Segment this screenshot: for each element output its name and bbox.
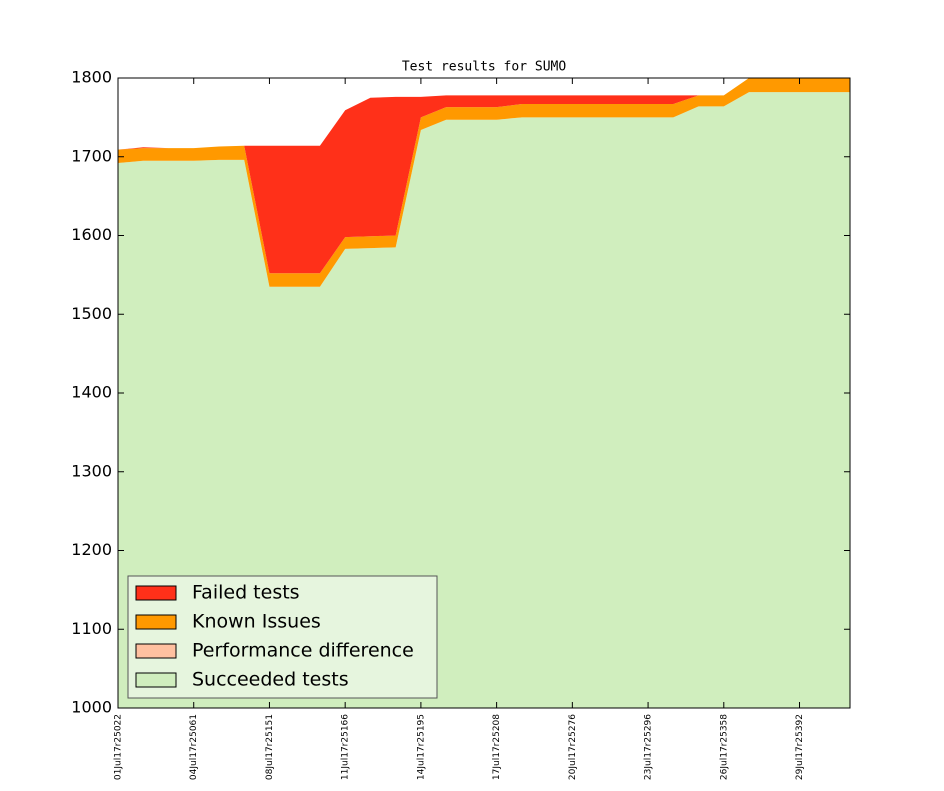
area xyxy=(118,78,850,287)
x-tick-label: 04Jul17r25061 xyxy=(189,714,199,780)
legend-label: Performance difference xyxy=(192,640,414,662)
y-tick-label: 1300 xyxy=(71,461,112,480)
legend-swatch xyxy=(135,585,177,601)
y-tick-label: 1700 xyxy=(71,146,112,165)
area xyxy=(118,78,850,274)
plot-area xyxy=(118,78,850,708)
x-tick-label: 14Jul17r25195 xyxy=(416,714,426,780)
area xyxy=(118,92,850,708)
legend-label: Succeeded tests xyxy=(192,669,349,691)
y-tick-label: 1500 xyxy=(71,304,112,323)
x-tick-label: 20Jul17r25276 xyxy=(568,714,578,780)
y-tick-label: 1100 xyxy=(71,619,112,638)
y-tick-label: 1200 xyxy=(71,540,112,559)
legend-label: Known Issues xyxy=(192,611,321,633)
y-tick-label: 1600 xyxy=(71,225,112,244)
chart-title: Test results for SUMO xyxy=(402,60,567,75)
legend-swatch xyxy=(135,672,177,688)
y-tick-label: 1400 xyxy=(71,383,112,402)
x-tick-label: 01Jul17r25022 xyxy=(114,714,124,780)
legend-box xyxy=(127,575,438,699)
legend-swatch xyxy=(135,614,177,630)
x-tick-label: 26Jul17r25358 xyxy=(719,714,729,780)
legend-swatch xyxy=(135,643,177,659)
y-tick-label: 1800 xyxy=(71,68,112,87)
x-tick-label: 23Jul17r25296 xyxy=(644,714,654,780)
x-tick-label: 08Jul17r25151 xyxy=(265,714,275,780)
x-tick-label: 11Jul17r25166 xyxy=(341,714,351,780)
x-tick-label: 29Jul17r25392 xyxy=(795,714,805,780)
y-tick-label: 1000 xyxy=(71,698,112,717)
legend-label: Failed tests xyxy=(192,582,300,604)
x-tick-label: 17Jul17r25208 xyxy=(492,714,502,780)
